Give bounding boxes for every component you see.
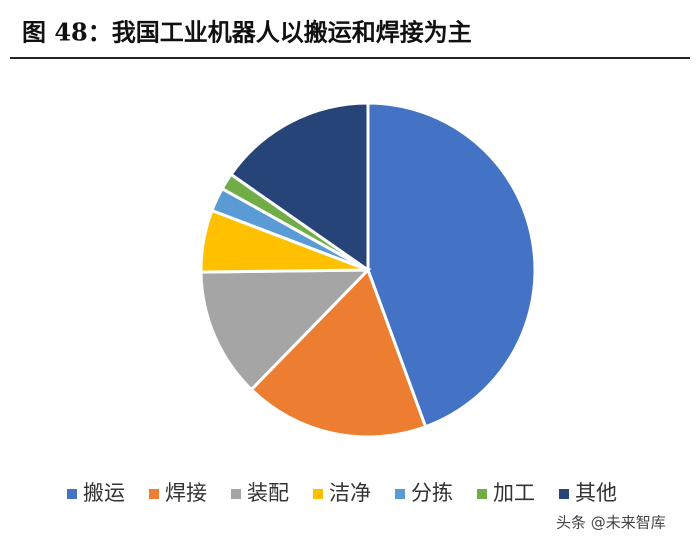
- pie-slice: [366, 101, 537, 429]
- legend-swatch: [231, 489, 241, 499]
- chart-title: 图 48：我国工业机器人以搬运和焊接为主: [22, 18, 472, 47]
- legend-swatch: [559, 489, 569, 499]
- legend-swatch: [395, 489, 405, 499]
- pie-slice: [249, 267, 428, 439]
- legend-swatch: [67, 489, 77, 499]
- legend-swatch: [149, 489, 159, 499]
- watermark: 头条 @未来智库: [556, 514, 666, 532]
- legend-label: 装配: [247, 481, 289, 505]
- legend-label: 分拣: [411, 481, 453, 505]
- pie-slice: [228, 101, 370, 273]
- legend-label: 其他: [575, 481, 617, 505]
- pie-slice: [199, 268, 372, 392]
- legend-label: 焊接: [165, 481, 207, 505]
- legend-swatch: [477, 489, 487, 499]
- legend-label: 加工: [493, 481, 535, 505]
- legend-label: 搬运: [83, 481, 125, 505]
- legend-swatch: [313, 489, 323, 499]
- legend-label: 洁净: [329, 481, 371, 505]
